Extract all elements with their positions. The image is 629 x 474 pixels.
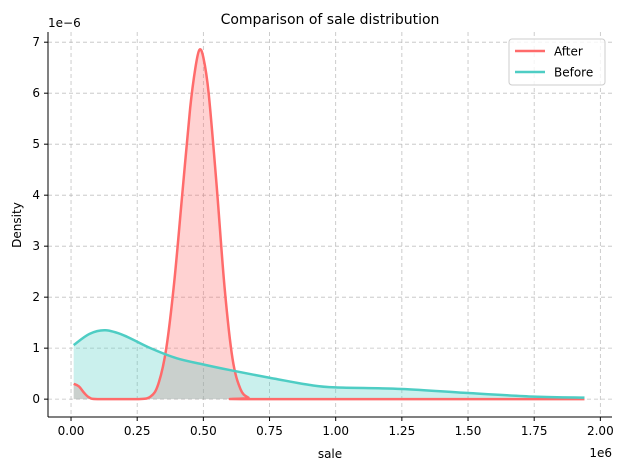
y-ticks: 0 1 2 3 4 5 6 7 xyxy=(32,35,48,406)
x-tick-label: 0.00 xyxy=(58,424,85,438)
y-tick-label: 6 xyxy=(32,86,40,100)
area-fill-after xyxy=(73,49,585,400)
y-tick-label: 2 xyxy=(32,290,40,304)
axes xyxy=(47,32,612,418)
area-fill-before xyxy=(73,330,585,400)
chart-title: Comparison of sale distribution xyxy=(221,12,440,28)
y-tick-label: 0 xyxy=(32,392,40,406)
x-tick-label: 2.00 xyxy=(587,424,614,438)
x-tick-label: 0.50 xyxy=(190,424,217,438)
y-tick-label: 1 xyxy=(32,341,40,355)
y-tick-label: 5 xyxy=(32,137,40,151)
x-axis-label: sale xyxy=(318,447,342,461)
x-tick-label: 1.00 xyxy=(322,424,349,438)
series-line-before xyxy=(72,329,585,399)
x-tick-label: 0.75 xyxy=(256,424,283,438)
y-tick-label: 3 xyxy=(32,239,40,253)
x-tick-label: 1.25 xyxy=(388,424,415,438)
x-offset-label: 1e6 xyxy=(589,446,612,460)
legend-label-before: Before xyxy=(554,66,593,80)
area-fills xyxy=(73,49,585,400)
x-ticks: 0.00 0.25 0.50 0.75 1.00 1.25 1.50 1.75 2.00 xyxy=(58,417,614,438)
y-tick-label: 4 xyxy=(32,188,40,202)
x-tick-label: 0.25 xyxy=(124,424,151,438)
legend-label-after: After xyxy=(554,45,583,59)
legend: After Before xyxy=(508,38,606,86)
y-axis-label: Density xyxy=(10,202,24,248)
x-tick-label: 1.75 xyxy=(521,424,548,438)
x-tick-label: 1.50 xyxy=(455,424,482,438)
series-lines xyxy=(72,48,585,401)
y-tick-label: 7 xyxy=(32,35,40,49)
y-offset-label: 1e−6 xyxy=(48,16,81,30)
series-line-after xyxy=(73,48,585,401)
